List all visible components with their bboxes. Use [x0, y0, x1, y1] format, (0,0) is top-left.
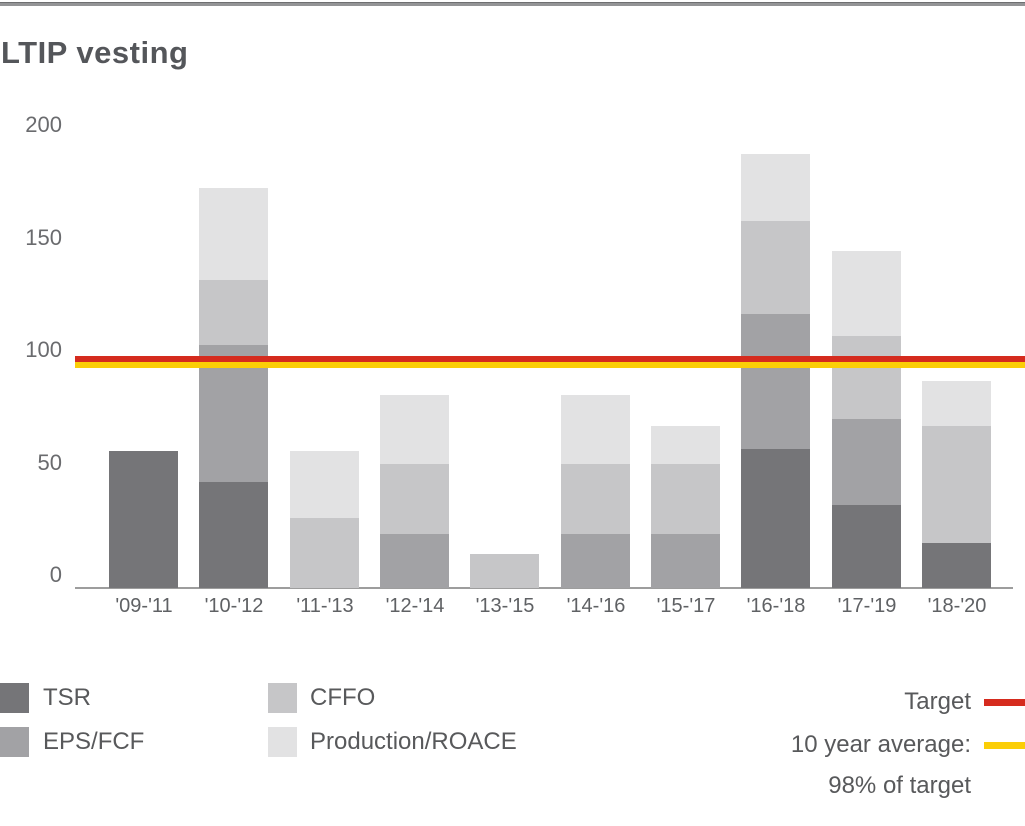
target-line	[75, 356, 1025, 362]
y-tick-label: 200	[25, 112, 62, 137]
bar-15-17	[651, 426, 720, 588]
bar-13-15	[470, 554, 539, 588]
legend-swatch-cffo	[268, 683, 297, 713]
legend-label-eps-fcf: EPS/FCF	[43, 728, 145, 755]
x-tick-label: '11-'13	[296, 595, 354, 617]
y-tick-label: 0	[49, 562, 62, 587]
bar-14-16	[561, 394, 630, 588]
x-tick-label: '13-'15	[475, 595, 535, 617]
x-tick-label: '12-'14	[385, 595, 445, 617]
segment-cffo	[651, 464, 720, 534]
x-axis-line	[75, 587, 1013, 589]
bar-10-12	[199, 187, 268, 588]
segment-cffo	[922, 426, 991, 543]
segment-production-roace	[561, 394, 630, 465]
segment-cffo	[561, 464, 630, 534]
segment-cffo	[741, 221, 810, 314]
segment-cffo	[380, 464, 449, 534]
legend-label-tsr: TSR	[43, 684, 91, 711]
legend-swatch-production-roace	[268, 727, 297, 757]
top-rule	[0, 2, 1025, 6]
segment-cffo	[199, 279, 268, 345]
segment-production-roace	[922, 381, 991, 426]
bar-11-13	[290, 451, 359, 588]
x-tick-label: '14-'16	[566, 595, 626, 617]
segment-eps-fcf	[741, 313, 810, 449]
segment-production-roace	[290, 451, 359, 519]
bar-16-18	[741, 153, 810, 588]
legend-average-label-line2: 98% of target	[828, 772, 971, 799]
segment-production-roace	[651, 426, 720, 465]
legend-label-production-roace: Production/ROACE	[310, 728, 517, 755]
segment-tsr	[741, 448, 810, 588]
bar-12-14	[380, 394, 449, 588]
segment-cffo	[832, 336, 901, 420]
bar-17-19	[832, 250, 901, 588]
x-tick-label: '15-'17	[656, 595, 716, 617]
legend-label-cffo: CFFO	[310, 684, 376, 711]
segment-production-roace	[832, 250, 901, 336]
legend-swatch-tsr	[0, 683, 29, 713]
x-tick-label: '09-'11	[115, 595, 173, 617]
average-line-swatch	[984, 742, 1025, 749]
segment-eps-fcf	[832, 419, 901, 505]
segment-cffo	[290, 518, 359, 588]
y-tick-label: 50	[37, 450, 62, 475]
x-tick-label: '17-'19	[837, 595, 897, 617]
segment-production-roace	[380, 394, 449, 465]
x-tick-label: '18-'20	[927, 595, 987, 617]
segment-production-roace	[741, 153, 810, 222]
average-line	[75, 362, 1025, 368]
legend-average-label-line1: 10 year average:	[790, 731, 971, 758]
chart-title: LTIP vesting	[1, 34, 189, 70]
bar-09-11	[109, 451, 178, 588]
segment-eps-fcf	[561, 534, 630, 588]
legend-target-label: Target	[904, 688, 971, 715]
segment-eps-fcf	[380, 534, 449, 588]
segment-production-roace	[199, 187, 268, 280]
segment-cffo	[470, 554, 539, 588]
segment-tsr	[832, 504, 901, 588]
x-tick-label: '10-'12	[204, 595, 264, 617]
bar-18-20	[922, 381, 991, 588]
y-tick-label: 150	[25, 225, 62, 250]
legend-swatch-eps-fcf	[0, 727, 29, 757]
x-tick-label: '16-'18	[746, 595, 806, 617]
segment-tsr	[199, 482, 268, 588]
segment-tsr	[109, 451, 178, 588]
y-tick-label: 100	[25, 337, 62, 362]
segment-tsr	[922, 543, 991, 588]
target-line-swatch	[984, 699, 1025, 706]
segment-eps-fcf	[651, 534, 720, 588]
